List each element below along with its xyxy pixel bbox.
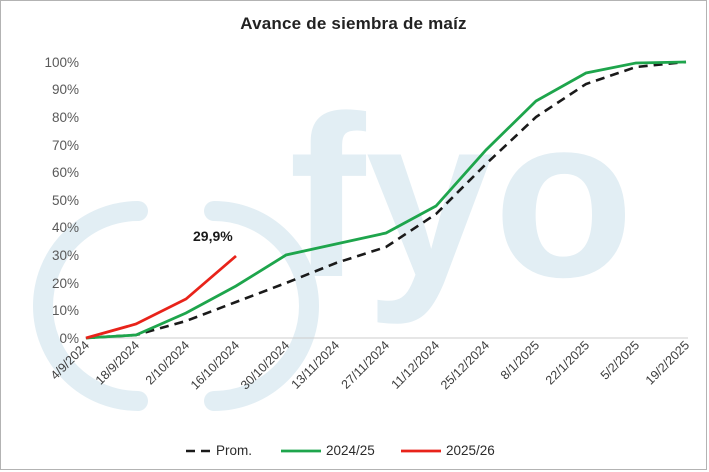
svg-text:20%: 20%	[52, 276, 79, 291]
svg-text:30%: 30%	[52, 248, 79, 263]
svg-text:90%: 90%	[52, 82, 79, 97]
svg-text:22/1/2025: 22/1/2025	[543, 338, 592, 387]
svg-text:80%: 80%	[52, 110, 79, 125]
svg-text:5/2/2025: 5/2/2025	[598, 338, 642, 382]
svg-text:19/2/2025: 19/2/2025	[643, 338, 692, 387]
svg-text:40%: 40%	[52, 220, 79, 235]
svg-text:18/9/2024: 18/9/2024	[93, 338, 142, 387]
svg-text:25/12/2024: 25/12/2024	[438, 338, 492, 392]
svg-text:Prom.: Prom.	[216, 443, 252, 458]
svg-text:27/11/2024: 27/11/2024	[339, 338, 393, 392]
svg-text:2/10/2024: 2/10/2024	[143, 338, 192, 387]
svg-text:2024/25: 2024/25	[326, 443, 375, 458]
svg-text:50%: 50%	[52, 193, 79, 208]
svg-text:16/10/2024: 16/10/2024	[188, 338, 242, 392]
svg-text:100%: 100%	[44, 55, 79, 70]
svg-text:29,9%: 29,9%	[193, 228, 233, 244]
svg-text:60%: 60%	[52, 165, 79, 180]
svg-text:8/1/2025: 8/1/2025	[498, 338, 542, 382]
svg-text:70%: 70%	[52, 138, 79, 153]
svg-text:10%: 10%	[52, 303, 79, 318]
svg-text:2025/26: 2025/26	[446, 443, 495, 458]
svg-text:11/12/2024: 11/12/2024	[389, 338, 443, 392]
svg-text:fyo: fyo	[289, 68, 634, 325]
